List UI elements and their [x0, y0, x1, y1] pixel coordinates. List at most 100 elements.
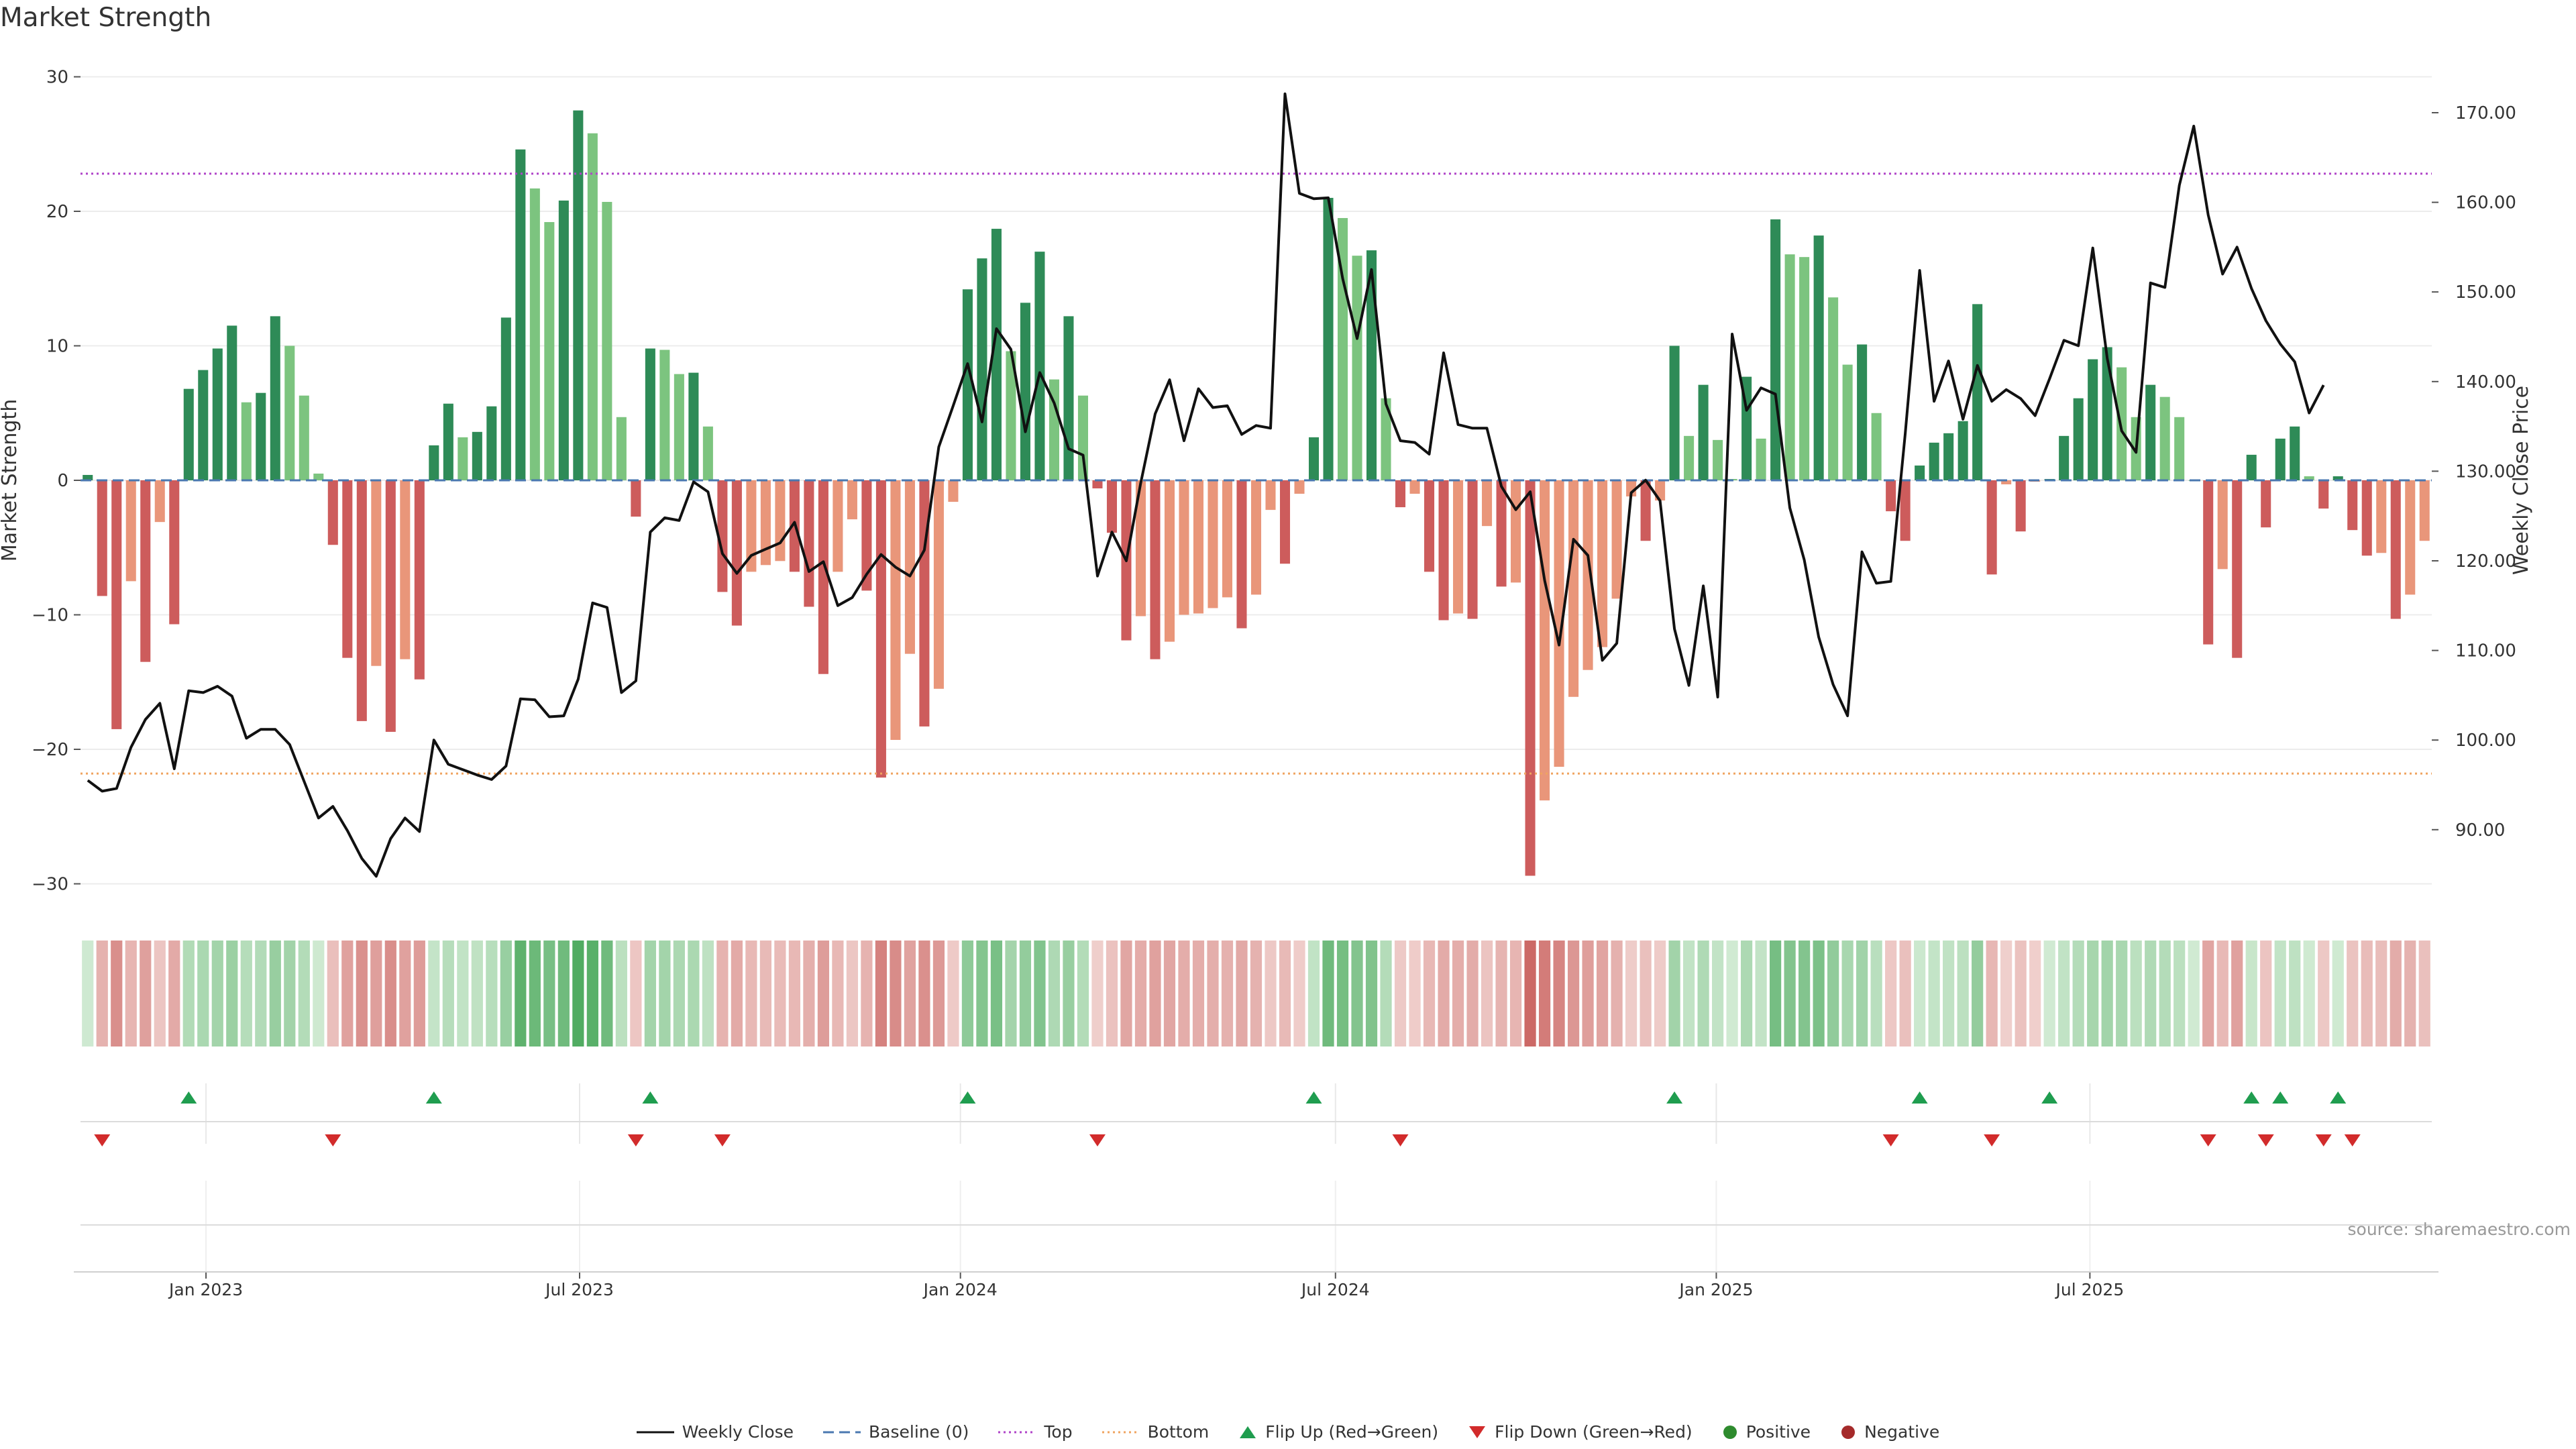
strength-bar: [702, 426, 713, 480]
heat-cell: [2202, 941, 2214, 1046]
flip-up-icon: [2041, 1091, 2058, 1104]
heat-cell: [688, 941, 700, 1046]
strength-bar: [2361, 480, 2372, 556]
legend-weekly-close[interactable]: Weekly Close: [636, 1422, 794, 1442]
legend-negative[interactable]: Negative: [1840, 1422, 1939, 1442]
heat-cell: [182, 941, 195, 1046]
strength-bar: [400, 480, 411, 659]
legend-flip-up[interactable]: Flip Up (Red→Green): [1238, 1422, 1438, 1442]
heat-cell: [82, 941, 94, 1046]
strength-bar: [1352, 256, 1362, 480]
strength-bar: [861, 480, 872, 591]
legend-flip-down[interactable]: Flip Down (Green→Red): [1468, 1422, 1693, 1442]
heat-cell: [2303, 941, 2315, 1046]
flip-down-icon: [1882, 1134, 1899, 1146]
strength-bar: [1366, 250, 1377, 480]
heat-cell: [1336, 941, 1349, 1046]
heat-cell: [1293, 941, 1305, 1046]
flip-up-icon: [2243, 1091, 2260, 1104]
right-tick-label: 140.00: [2455, 372, 2516, 392]
heat-cell: [731, 941, 743, 1046]
heat-cell: [543, 941, 555, 1046]
strength-bar: [1842, 364, 1853, 480]
x-tick-label: Jan 2025: [1678, 1280, 1753, 1299]
strength-bar: [1265, 480, 1276, 511]
right-tick-label: 110.00: [2455, 641, 2516, 661]
chart-title: Market Strength: [0, 3, 212, 33]
x-tick-label: Jan 2024: [922, 1280, 998, 1299]
heat-cell: [1682, 941, 1695, 1046]
heat-cell: [1841, 941, 1854, 1046]
strength-bar: [2347, 480, 2358, 531]
strength-bar: [1323, 197, 1334, 480]
strength-bar: [1063, 316, 1074, 480]
heat-cell: [327, 941, 339, 1046]
right-tick-label: 160.00: [2455, 193, 2516, 213]
heat-cell: [457, 941, 469, 1046]
left-tick-label: −30: [32, 875, 68, 895]
legend-line-swatch: [636, 1431, 674, 1433]
heat-cell: [1770, 941, 1782, 1046]
heat-cell: [313, 941, 325, 1046]
strength-bar: [2102, 347, 2112, 480]
legend-bottom[interactable]: Bottom: [1102, 1422, 1209, 1442]
heat-cell: [2332, 941, 2344, 1046]
strength-bar: [1929, 442, 1939, 480]
heat-cell: [1307, 941, 1320, 1046]
strength-bar: [875, 480, 886, 778]
strength-bar: [529, 188, 540, 480]
strength-bar: [371, 480, 382, 666]
strength-bar: [1092, 480, 1103, 489]
strength-bar: [847, 480, 857, 520]
strength-bar: [154, 480, 165, 523]
legend-top[interactable]: Top: [998, 1422, 1073, 1442]
heat-cell: [2029, 941, 2041, 1046]
heat-cell: [1957, 941, 1969, 1046]
heat-cell: [702, 941, 714, 1046]
flip-up-icon: [1305, 1091, 1322, 1104]
legend: Weekly Close Baseline (0) Top Bottom Fli…: [0, 1422, 2576, 1442]
x-tick-label: Jan 2023: [168, 1280, 243, 1299]
flip-up-icon: [642, 1091, 659, 1104]
heat-cell: [673, 941, 685, 1046]
strength-bar: [1957, 421, 1968, 480]
heat-cell: [1711, 941, 1724, 1046]
legend-label: Positive: [1746, 1422, 1811, 1442]
right-tick-label: 120.00: [2455, 551, 2516, 572]
heat-cell: [947, 941, 959, 1046]
legend-baseline[interactable]: Baseline (0): [823, 1422, 969, 1442]
strength-bar: [919, 480, 930, 727]
heat-cell: [832, 941, 844, 1046]
strength-bar: [2419, 480, 2430, 541]
strength-bar: [1540, 480, 1550, 801]
strength-bar: [2217, 480, 2228, 570]
source-note: source: sharemaestro.com: [2347, 1220, 2571, 1239]
strength-bar: [256, 392, 266, 480]
heat-cell: [1005, 941, 1017, 1046]
heat-cell: [1625, 941, 1638, 1046]
heat-cell: [1394, 941, 1407, 1046]
heat-cell: [2058, 941, 2070, 1046]
strength-bar: [2001, 480, 2012, 485]
heat-cell: [2361, 941, 2373, 1046]
strength-bar: [2246, 454, 2257, 480]
heat-cell: [961, 941, 974, 1046]
heat-cell: [1885, 941, 1897, 1046]
heat-cell: [2159, 941, 2171, 1046]
flip-down-icon: [94, 1134, 111, 1146]
strength-bar: [2145, 384, 2156, 480]
legend-label: Negative: [1864, 1422, 1940, 1442]
heat-cell: [890, 941, 902, 1046]
heat-cell: [2087, 941, 2099, 1046]
heat-cell: [1221, 941, 1234, 1046]
heat-cell: [1423, 941, 1436, 1046]
strength-bar: [1511, 480, 1521, 583]
heat-cell: [2101, 941, 2113, 1046]
left-tick-label: −10: [32, 606, 68, 626]
heat-cell: [269, 941, 281, 1046]
heat-cell: [1928, 941, 1940, 1046]
legend-positive[interactable]: Positive: [1722, 1422, 1811, 1442]
strength-bar: [587, 133, 598, 480]
heat-cell: [615, 941, 627, 1046]
heat-cell: [2188, 941, 2200, 1046]
